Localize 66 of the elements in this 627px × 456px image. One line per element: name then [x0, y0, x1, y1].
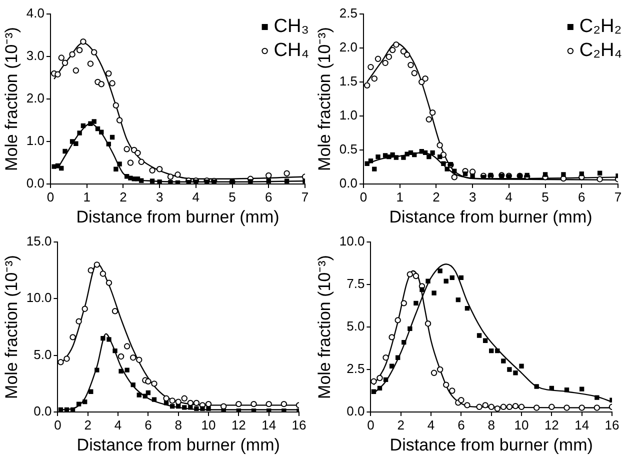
y-tick-label: 0.0 [26, 176, 44, 191]
x-tick-label: 8 [174, 417, 182, 432]
y-tick-label: 1.0 [26, 133, 44, 148]
y-tick-label: 10.0 [26, 290, 52, 306]
y-axis-title: Mole fraction (10⁻³) [314, 27, 334, 171]
legend-label: C₂H₄ [579, 40, 622, 62]
x-tick-label: 8 [488, 417, 495, 432]
y-axis-title: Mole fraction (10⁻³) [314, 255, 334, 399]
y-tick-label: 2.0 [26, 90, 44, 106]
y-tick-label: 0.5 [339, 142, 358, 157]
x-axis-title: Distance from burner (mm) [390, 435, 593, 454]
x-tick-label: 14 [574, 417, 590, 432]
x-tick-label: 7 [614, 189, 622, 204]
y-tick-label: 1.5 [339, 74, 358, 89]
y-tick-label: 7.5 [346, 276, 365, 292]
y-tick-label: 2.0 [339, 40, 358, 55]
y-tick-label: 15.0 [26, 234, 52, 249]
y-axis-title: Mole fraction (10⁻³) [2, 27, 21, 171]
legend-label: CH₃ [274, 16, 309, 38]
x-tick-label: 16 [292, 417, 306, 432]
x-tick-label: 6 [265, 189, 272, 204]
y-tick-label: 10.0 [339, 234, 365, 249]
x-tick-label: 12 [544, 417, 559, 432]
x-axis-title: Distance from burner (mm) [76, 435, 280, 454]
y-tick-label: 5.0 [34, 346, 52, 362]
x-tick-label: 10 [514, 417, 529, 432]
x-tick-label: 6 [144, 417, 152, 432]
x-tick-label: 10 [201, 417, 216, 432]
x-tick-label: 3 [156, 189, 164, 204]
y-tick-label: 0.0 [339, 176, 358, 191]
x-tick-label: 4 [192, 189, 200, 204]
x-tick-label: 2 [432, 189, 440, 204]
x-tick-label: 16 [604, 417, 620, 432]
x-tick-label: 0 [367, 417, 374, 432]
x-tick-label: 1 [83, 189, 90, 204]
y-tick-label: 4.0 [26, 6, 44, 21]
x-tick-label: 4 [114, 417, 122, 432]
x-tick-label: 5 [542, 189, 549, 204]
x-tick-label: 6 [578, 189, 586, 204]
legend-label: C₂H₂ [579, 16, 622, 38]
y-tick-label: 0.0 [346, 404, 365, 419]
x-tick-label: 3 [468, 189, 476, 204]
x-tick-label: 5 [228, 189, 236, 204]
x-axis-title: Distance from burner (mm) [76, 207, 280, 226]
x-tick-label: 6 [458, 417, 465, 432]
x-tick-label: 0 [54, 417, 62, 432]
x-tick-label: 4 [505, 189, 513, 204]
x-tick-label: 7 [301, 189, 309, 204]
x-tick-label: 12 [231, 417, 246, 432]
x-tick-label: 0 [46, 189, 54, 204]
x-tick-label: 2 [84, 417, 92, 432]
x-tick-label: 0 [360, 189, 368, 204]
y-tick-label: 2.5 [339, 6, 358, 21]
y-tick-label: 0.0 [34, 404, 52, 419]
y-tick-label: 3.0 [26, 48, 44, 64]
x-tick-label: 2 [120, 189, 127, 204]
x-tick-label: 2 [397, 417, 404, 432]
y-tick-label: 5.0 [346, 318, 365, 334]
x-tick-label: 14 [262, 417, 276, 432]
y-tick-label: 2.5 [346, 361, 365, 376]
x-tick-label: 1 [396, 189, 404, 204]
x-axis-title: Distance from burner (mm) [389, 207, 592, 226]
y-axis-title: Mole fraction (10⁻³) [2, 255, 21, 399]
x-tick-label: 4 [427, 417, 435, 432]
legend-label: CH₄ [274, 40, 310, 62]
y-tick-label: 1.0 [339, 108, 358, 123]
